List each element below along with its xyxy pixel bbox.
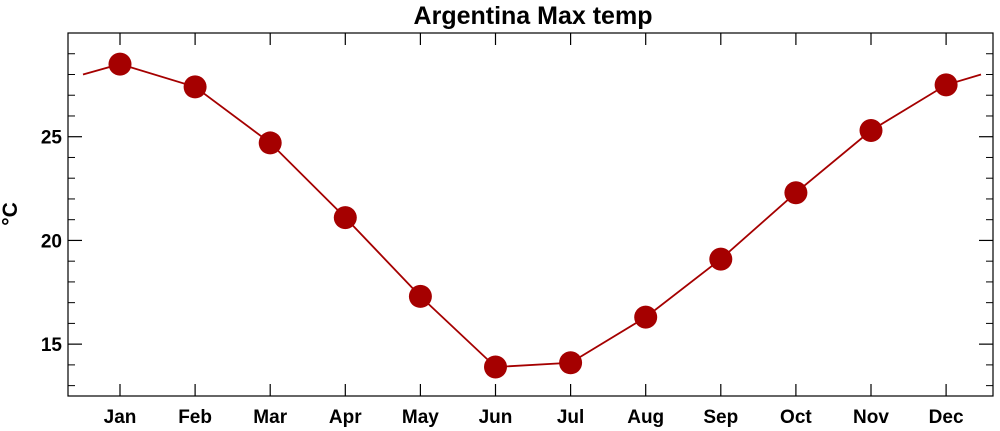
x-tick-label-jul: Jul bbox=[557, 407, 584, 428]
data-point-oct bbox=[784, 181, 808, 205]
x-tick-label-jun: Jun bbox=[479, 407, 513, 428]
data-point-apr bbox=[333, 206, 357, 230]
data-point-nov bbox=[859, 118, 883, 142]
series-points bbox=[108, 52, 958, 379]
x-tick-label-aug: Aug bbox=[627, 407, 664, 428]
x-tick-label-sep: Sep bbox=[703, 407, 738, 428]
x-tick-label-nov: Nov bbox=[853, 407, 889, 428]
x-tick-label-may: May bbox=[402, 407, 439, 428]
chart-title: Argentina Max temp bbox=[414, 2, 653, 30]
data-point-sep bbox=[709, 247, 733, 271]
x-tick-label-oct: Oct bbox=[780, 407, 812, 428]
x-axis-ticks: Jan Feb Mar Apr May Jun Jul Aug Sep Oct Nov Dec bbox=[104, 33, 964, 428]
x-tick-label-jan: Jan bbox=[104, 407, 137, 428]
plot-frame bbox=[67, 32, 994, 397]
y-tick-label: 20 bbox=[41, 231, 62, 252]
y-axis-label: °C bbox=[0, 202, 22, 226]
data-point-jul bbox=[559, 351, 583, 375]
data-point-jan bbox=[108, 52, 132, 76]
x-tick-label-feb: Feb bbox=[178, 407, 212, 428]
data-point-mar bbox=[258, 131, 282, 155]
data-point-feb bbox=[183, 75, 207, 99]
data-point-may bbox=[408, 284, 432, 308]
data-point-jun bbox=[484, 355, 507, 379]
data-point-aug bbox=[634, 305, 658, 329]
y-tick-label: 15 bbox=[41, 335, 63, 356]
y-axis-ticks: 15 20 25 bbox=[41, 53, 993, 387]
series-line bbox=[82, 63, 982, 368]
x-tick-label-mar: Mar bbox=[253, 407, 287, 428]
x-tick-label-dec: Dec bbox=[929, 407, 964, 428]
x-tick-label-apr: Apr bbox=[329, 407, 362, 428]
data-point-dec bbox=[934, 73, 958, 97]
y-tick-label: 25 bbox=[41, 128, 63, 149]
